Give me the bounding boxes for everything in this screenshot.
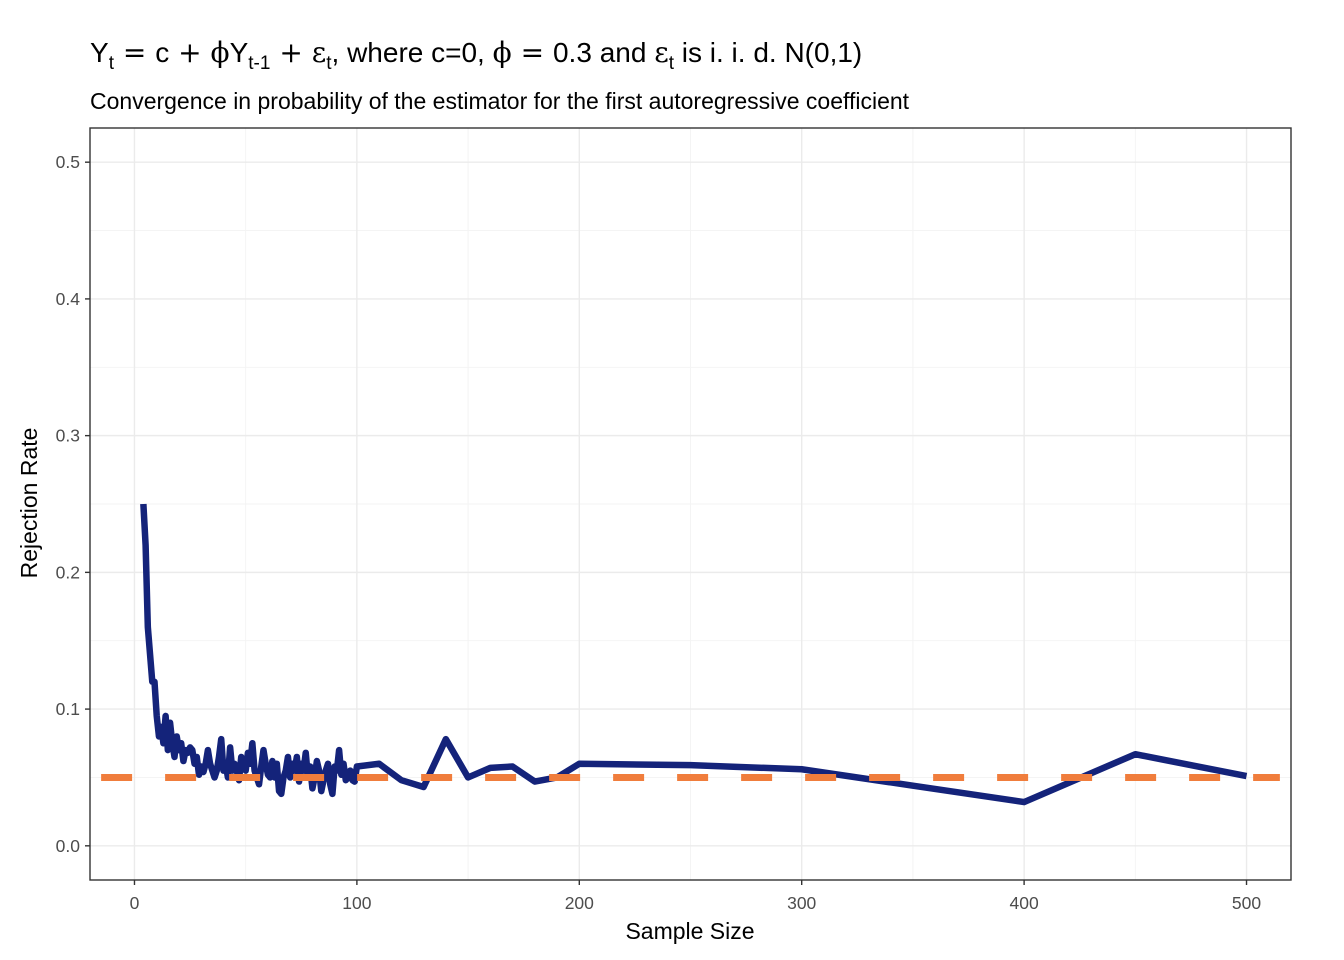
y-tick-label: 0.5 xyxy=(56,152,80,172)
title-part: + xyxy=(270,36,311,69)
title-part: is i. i. d. N(0,1) xyxy=(674,37,862,68)
y-axis-ticks: 0.0 0.1 0.2 0.3 0.4 0.5 xyxy=(56,152,90,856)
title-part: Y xyxy=(230,37,249,68)
x-tick-label: 0 xyxy=(130,893,140,913)
y-tick-label: 0.4 xyxy=(56,289,81,309)
title-part: , where c=0, xyxy=(332,37,493,68)
title-part: ϕ xyxy=(211,36,230,69)
y-tick-label: 0.2 xyxy=(56,562,80,582)
x-tick-label: 300 xyxy=(787,893,816,913)
x-tick-label: 100 xyxy=(342,893,371,913)
title-part: t xyxy=(109,53,115,74)
title-part: = xyxy=(114,36,155,69)
chart-title: Yt = c + ϕYt-1 + εt, where c=0, ϕ = 0.3 … xyxy=(90,36,862,74)
title-part: c xyxy=(155,37,169,68)
title-part: 0.3 and xyxy=(553,37,654,68)
plot-panel-border xyxy=(89,127,1292,881)
title-part: t-1 xyxy=(248,53,270,74)
y-tick-label: 0.1 xyxy=(56,699,80,719)
title-part: ϕ xyxy=(493,36,512,69)
x-tick-label: 500 xyxy=(1232,893,1261,913)
y-tick-label: 0.0 xyxy=(56,836,81,856)
x-axis-title: Sample Size xyxy=(625,918,754,944)
title-part: t xyxy=(326,53,332,74)
title-part: Y xyxy=(90,37,109,68)
x-tick-label: 400 xyxy=(1010,893,1039,913)
chart-subtitle: Convergence in probability of the estima… xyxy=(90,88,910,114)
series-line xyxy=(140,503,1248,806)
y-tick-label: 0.3 xyxy=(56,426,80,446)
title-part: = xyxy=(512,36,553,69)
x-axis-ticks: 0 100 200 300 400 500 xyxy=(130,880,1261,913)
y-axis-title: Rejection Rate xyxy=(16,428,42,579)
title-part: + xyxy=(169,36,210,69)
series-layer xyxy=(101,503,1280,806)
title-part: t xyxy=(669,53,675,74)
x-tick-label: 200 xyxy=(565,893,594,913)
title-part: ε xyxy=(312,36,327,69)
chart-title-text: Yt = c + ϕYt-1 + εt, where c=0, ϕ = 0.3 … xyxy=(90,36,862,74)
major-gridlines xyxy=(90,128,1291,880)
title-part: ε xyxy=(654,36,669,69)
